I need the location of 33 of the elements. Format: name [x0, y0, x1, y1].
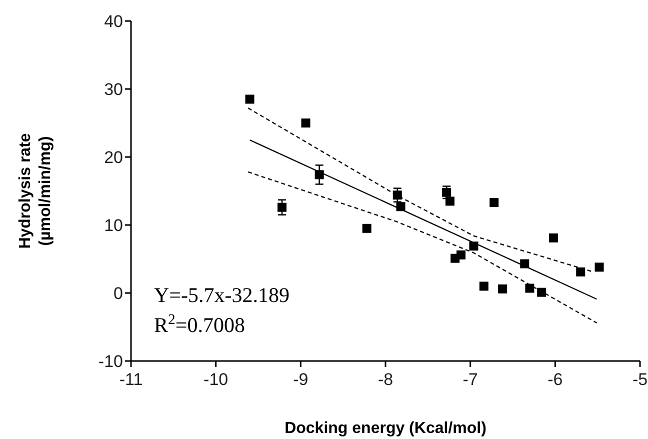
y-tick-label: 40: [104, 12, 123, 31]
point: [479, 282, 488, 291]
annotation: R$^{2}$=0.7008: [154, 312, 245, 337]
y-tick-label: -10: [98, 352, 123, 371]
point: [301, 118, 310, 128]
y-tick-label: 20: [104, 148, 123, 167]
x-tick-label: -7: [462, 370, 478, 389]
point: [537, 288, 546, 297]
x-tick-label: -10: [204, 370, 228, 389]
x-tick-label: -6: [548, 370, 563, 389]
point: [594, 262, 604, 272]
y-tick-label: 10: [104, 216, 123, 235]
x-axis-title: Docking energy (Kcal/mol): [284, 420, 486, 437]
point: [576, 267, 586, 276]
point: [245, 94, 254, 104]
x-tick-label: -8: [378, 370, 394, 389]
point: [278, 202, 287, 212]
y-tick-label: 0: [114, 284, 123, 303]
point: [362, 224, 372, 233]
annotation: Y=-5.7x-32.189: [154, 283, 290, 307]
point: [490, 198, 499, 208]
x-tick-label: -11: [119, 370, 143, 389]
y-axis-title: Hydrolysis rate (µmol/min/mg): [17, 133, 54, 249]
y-tick-label: 30: [104, 80, 123, 99]
point: [442, 188, 452, 197]
x-tick-label: -5: [632, 370, 648, 389]
point: [525, 284, 534, 293]
point: [456, 250, 466, 260]
line-series: [247, 107, 594, 273]
point: [498, 284, 508, 294]
point: [445, 196, 454, 206]
point: [548, 233, 558, 242]
x-tick-label: -9: [293, 370, 308, 389]
